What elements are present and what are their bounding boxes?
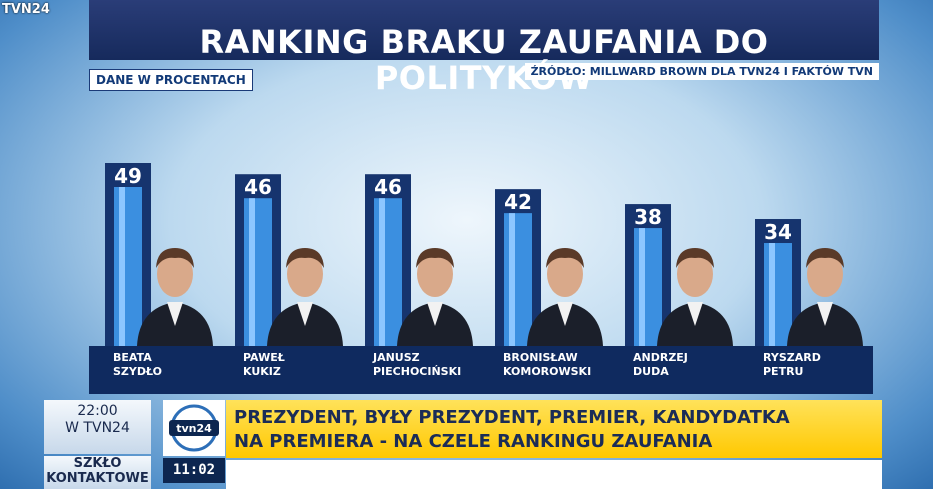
politician-name: BEATA SZYDŁO <box>113 351 163 378</box>
source-label: ŹRÓDŁO: MILLWARD BROWN DLA TVN24 I FAKTÓ… <box>524 63 879 80</box>
bar-highlight <box>249 198 255 346</box>
bar-value-label: 42 <box>504 190 532 214</box>
tvn24-logo-icon: tvn24 <box>163 400 225 456</box>
schedule-time: 22:00 <box>77 403 118 419</box>
bar <box>114 187 142 346</box>
bar <box>374 198 402 346</box>
headline-line2: NA PREMIERA - NA CZELE RANKINGU ZAUFANIA <box>234 431 713 452</box>
bar <box>634 228 662 346</box>
politician-name: JANUSZ PIECHOCIŃSKI <box>373 351 462 378</box>
bar-value-label: 34 <box>764 220 792 244</box>
bar-highlight <box>379 198 385 346</box>
politician-portrait <box>785 236 865 346</box>
bar-value-label: 46 <box>244 175 272 199</box>
politician-name: BRONISŁAW KOMOROWSKI <box>503 351 592 378</box>
bar <box>504 213 532 346</box>
clock: 11:02 <box>163 458 225 483</box>
tvn24-logo-text: tvn24 <box>176 422 212 435</box>
politician-portrait <box>525 236 605 346</box>
bar-chart: 49 46 46 42 38 34 <box>105 163 801 346</box>
politician-name: ANDRZEJ DUDA <box>633 351 688 378</box>
ticker-strip <box>226 460 882 489</box>
show-name-line2: KONTAKTOWE <box>46 471 149 486</box>
schedule-box: 22:00 W TVN24 <box>44 400 151 454</box>
bar-highlight <box>769 243 775 346</box>
show-box: SZKŁO KONTAKTOWE <box>44 456 151 489</box>
names-band <box>89 346 873 394</box>
bar <box>764 243 792 346</box>
schedule-channel: W TVN24 <box>65 420 130 436</box>
headline-line1: PREZYDENT, BYŁY PREZYDENT, PREMIER, KAND… <box>234 407 790 428</box>
politician-portrait <box>265 236 345 346</box>
politician-portrait <box>655 236 735 346</box>
bar-value-label: 38 <box>634 205 662 229</box>
channel-logo: TVN24 <box>2 2 50 17</box>
politician-name: PAWEŁ KUKIZ <box>243 351 285 378</box>
bar-value-label: 49 <box>114 164 142 188</box>
politician-portrait <box>395 236 475 346</box>
bar-highlight <box>509 213 515 346</box>
politician-portrait <box>135 236 215 346</box>
politician-name: RYSZARD PETRU <box>763 351 821 378</box>
bar-highlight <box>119 187 125 346</box>
bar-value-label: 46 <box>374 175 402 199</box>
chart-subtitle: DANE W PROCENTACH <box>89 69 253 91</box>
bar-highlight <box>639 228 645 346</box>
show-name-line1: SZKŁO <box>73 456 122 471</box>
headline: PREZYDENT, BYŁY PREZYDENT, PREMIER, KAND… <box>226 400 882 458</box>
bar <box>244 198 272 346</box>
